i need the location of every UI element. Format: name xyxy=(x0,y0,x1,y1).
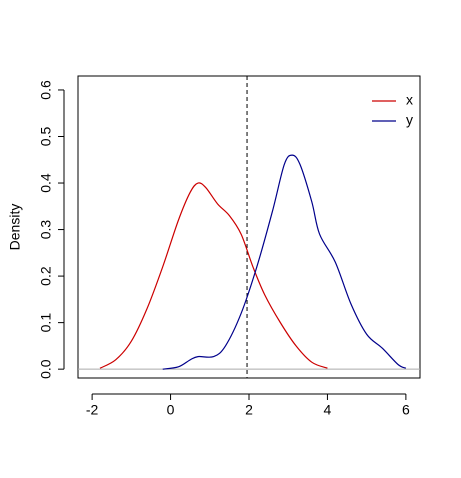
x-tick-label: 2 xyxy=(245,402,253,418)
legend-label: x xyxy=(406,92,413,108)
x-tick-label: -2 xyxy=(86,402,99,418)
plot-box xyxy=(77,75,421,379)
x-tick-label: 0 xyxy=(167,402,175,418)
y-tick-label: 0.2 xyxy=(38,266,54,286)
y-tick-label: 0.1 xyxy=(38,313,54,333)
y-tick-label: 0.6 xyxy=(38,80,54,100)
y-tick-label: 0.3 xyxy=(38,220,54,240)
y-tick-label: 0.0 xyxy=(38,359,54,379)
y-tick-label: 0.5 xyxy=(38,127,54,147)
legend-label: y xyxy=(406,112,413,128)
density-line xyxy=(99,182,328,369)
x-tick-label: 4 xyxy=(324,402,332,418)
density-line xyxy=(162,154,407,370)
x-tick-label: 6 xyxy=(402,402,410,418)
y-axis-label: Density xyxy=(7,204,23,251)
y-tick-label: 0.4 xyxy=(38,173,54,193)
